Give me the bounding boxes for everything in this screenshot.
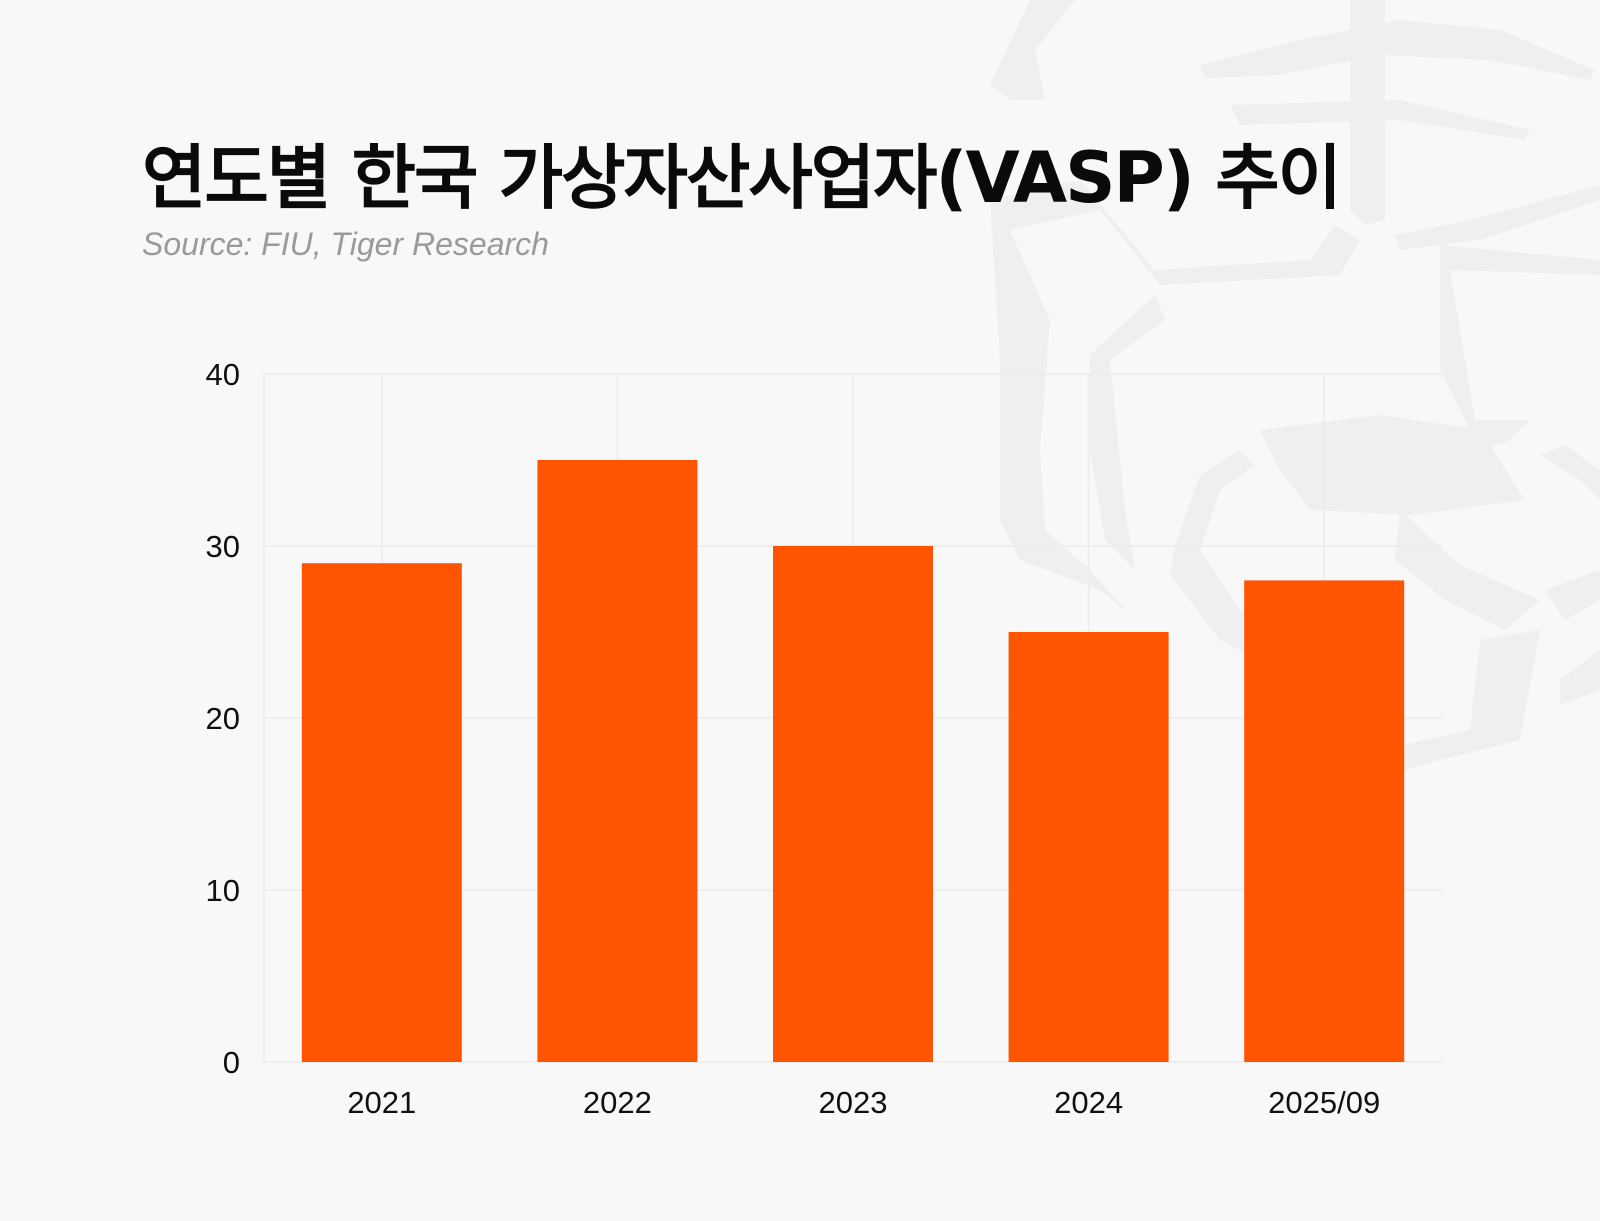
chart-title: 연도별 한국 가상자산사업자(VASP) 추이 bbox=[142, 137, 1342, 219]
bar-2023 bbox=[773, 546, 933, 1062]
x-tick-label: 2021 bbox=[347, 1085, 416, 1120]
bar-2021 bbox=[301, 563, 462, 1062]
x-tick-label: 2023 bbox=[819, 1085, 888, 1120]
bar-2022 bbox=[537, 460, 698, 1062]
x-tick-label: 2025/09 bbox=[1268, 1085, 1380, 1120]
y-tick-label: 20 bbox=[206, 701, 240, 736]
bar-2025-09 bbox=[1244, 580, 1405, 1062]
y-tick-label: 10 bbox=[206, 873, 240, 908]
y-tick-label: 40 bbox=[206, 357, 240, 392]
x-tick-label: 2024 bbox=[1054, 1085, 1123, 1120]
bar-2024 bbox=[1008, 632, 1169, 1062]
y-tick-label: 30 bbox=[206, 529, 240, 564]
x-tick-label: 2022 bbox=[583, 1085, 652, 1120]
chart-source: Source: FIU, Tiger Research bbox=[142, 226, 549, 262]
y-tick-label: 0 bbox=[223, 1045, 240, 1080]
